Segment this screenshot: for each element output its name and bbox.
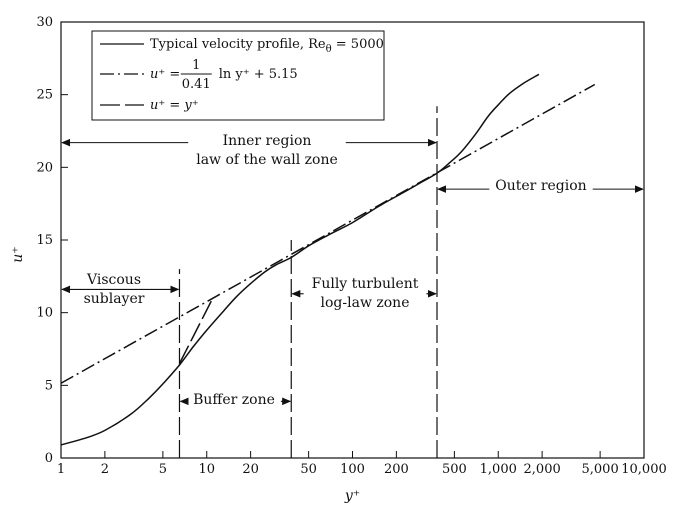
- legend-entry-linear-law: u⁺ = y⁺: [150, 98, 199, 113]
- series-layer: [60, 73, 596, 446]
- x-tick-label: 5: [159, 462, 167, 477]
- x-tick-label: 2: [101, 462, 109, 477]
- x-tick-label: 1: [57, 462, 65, 477]
- x-tick-label: 10,000: [621, 462, 667, 477]
- series-dash-dot-line: [60, 83, 596, 384]
- annotation-outer-text: Outer region: [495, 178, 586, 194]
- y-tick-label: 30: [36, 15, 53, 30]
- x-tick-label: 50: [300, 462, 317, 477]
- legend-entry-velocity-profile: Typical velocity profile, Reθ = 5000: [150, 37, 384, 55]
- series-solid-line: [60, 73, 540, 446]
- legend-entry-velocity-text: Typical velocity profile, Re: [150, 37, 326, 52]
- y-tick-label: 5: [45, 378, 53, 393]
- x-tick-label: 20: [242, 462, 259, 477]
- annotations: Inner region law of the wall zone Outer re…: [61, 133, 644, 408]
- y-axis: 0 5 10 15 20 25 30: [36, 15, 68, 466]
- legend: Typical velocity profile, Reθ = 5000 u⁺ …: [91, 30, 385, 121]
- x-tick-label: 1,000: [480, 462, 517, 477]
- x-tick-label: 5,000: [582, 462, 619, 477]
- legend-entry-log-law-denominator: 0.41: [182, 77, 211, 92]
- annotation-viscous-text: Viscous: [86, 272, 141, 288]
- annotation-buffer-text: Buffer zone: [193, 392, 275, 408]
- x-tick-label: 2,000: [524, 462, 561, 477]
- x-tick-label: 200: [384, 462, 409, 477]
- legend-entry-velocity-suffix: = 5000: [332, 37, 384, 52]
- y-tick-label: 20: [36, 160, 53, 175]
- y-tick-label: 10: [36, 306, 53, 321]
- series-long-dash-line: [178, 297, 214, 364]
- y-tick-label: 25: [36, 88, 53, 103]
- legend-entry-log-law-rhs: ln y⁺ + 5.15: [219, 67, 298, 82]
- x-tick-label: 10: [198, 462, 215, 477]
- x-axis-label: y⁺: [344, 488, 360, 504]
- legend-entry-log-law-numerator: 1: [192, 58, 200, 73]
- x-tick-label: 100: [340, 462, 365, 477]
- y-tick-label: 15: [36, 233, 53, 248]
- annotation-viscous-text: sublayer: [84, 291, 145, 307]
- annotation-turbulent-text: Fully turbulent: [312, 276, 419, 292]
- y-tick-label: 0: [45, 451, 53, 466]
- annotation-inner-text: law of the wall zone: [196, 152, 338, 168]
- region-boundaries: [178, 106, 438, 458]
- y-axis-label: u⁺: [10, 246, 26, 262]
- x-axis: 1 2 5 10 20 50 100 200 500 1,000 2,000 5,000 10,000: [57, 451, 667, 477]
- annotation-turbulent-text: log-law zone: [321, 295, 410, 311]
- legend-entry-log-law-lhs: u⁺ =: [150, 67, 180, 82]
- annotation-inner-text: Inner region: [223, 133, 312, 149]
- x-tick-label: 500: [442, 462, 467, 477]
- legend-entry-velocity-subscript: θ: [326, 44, 332, 55]
